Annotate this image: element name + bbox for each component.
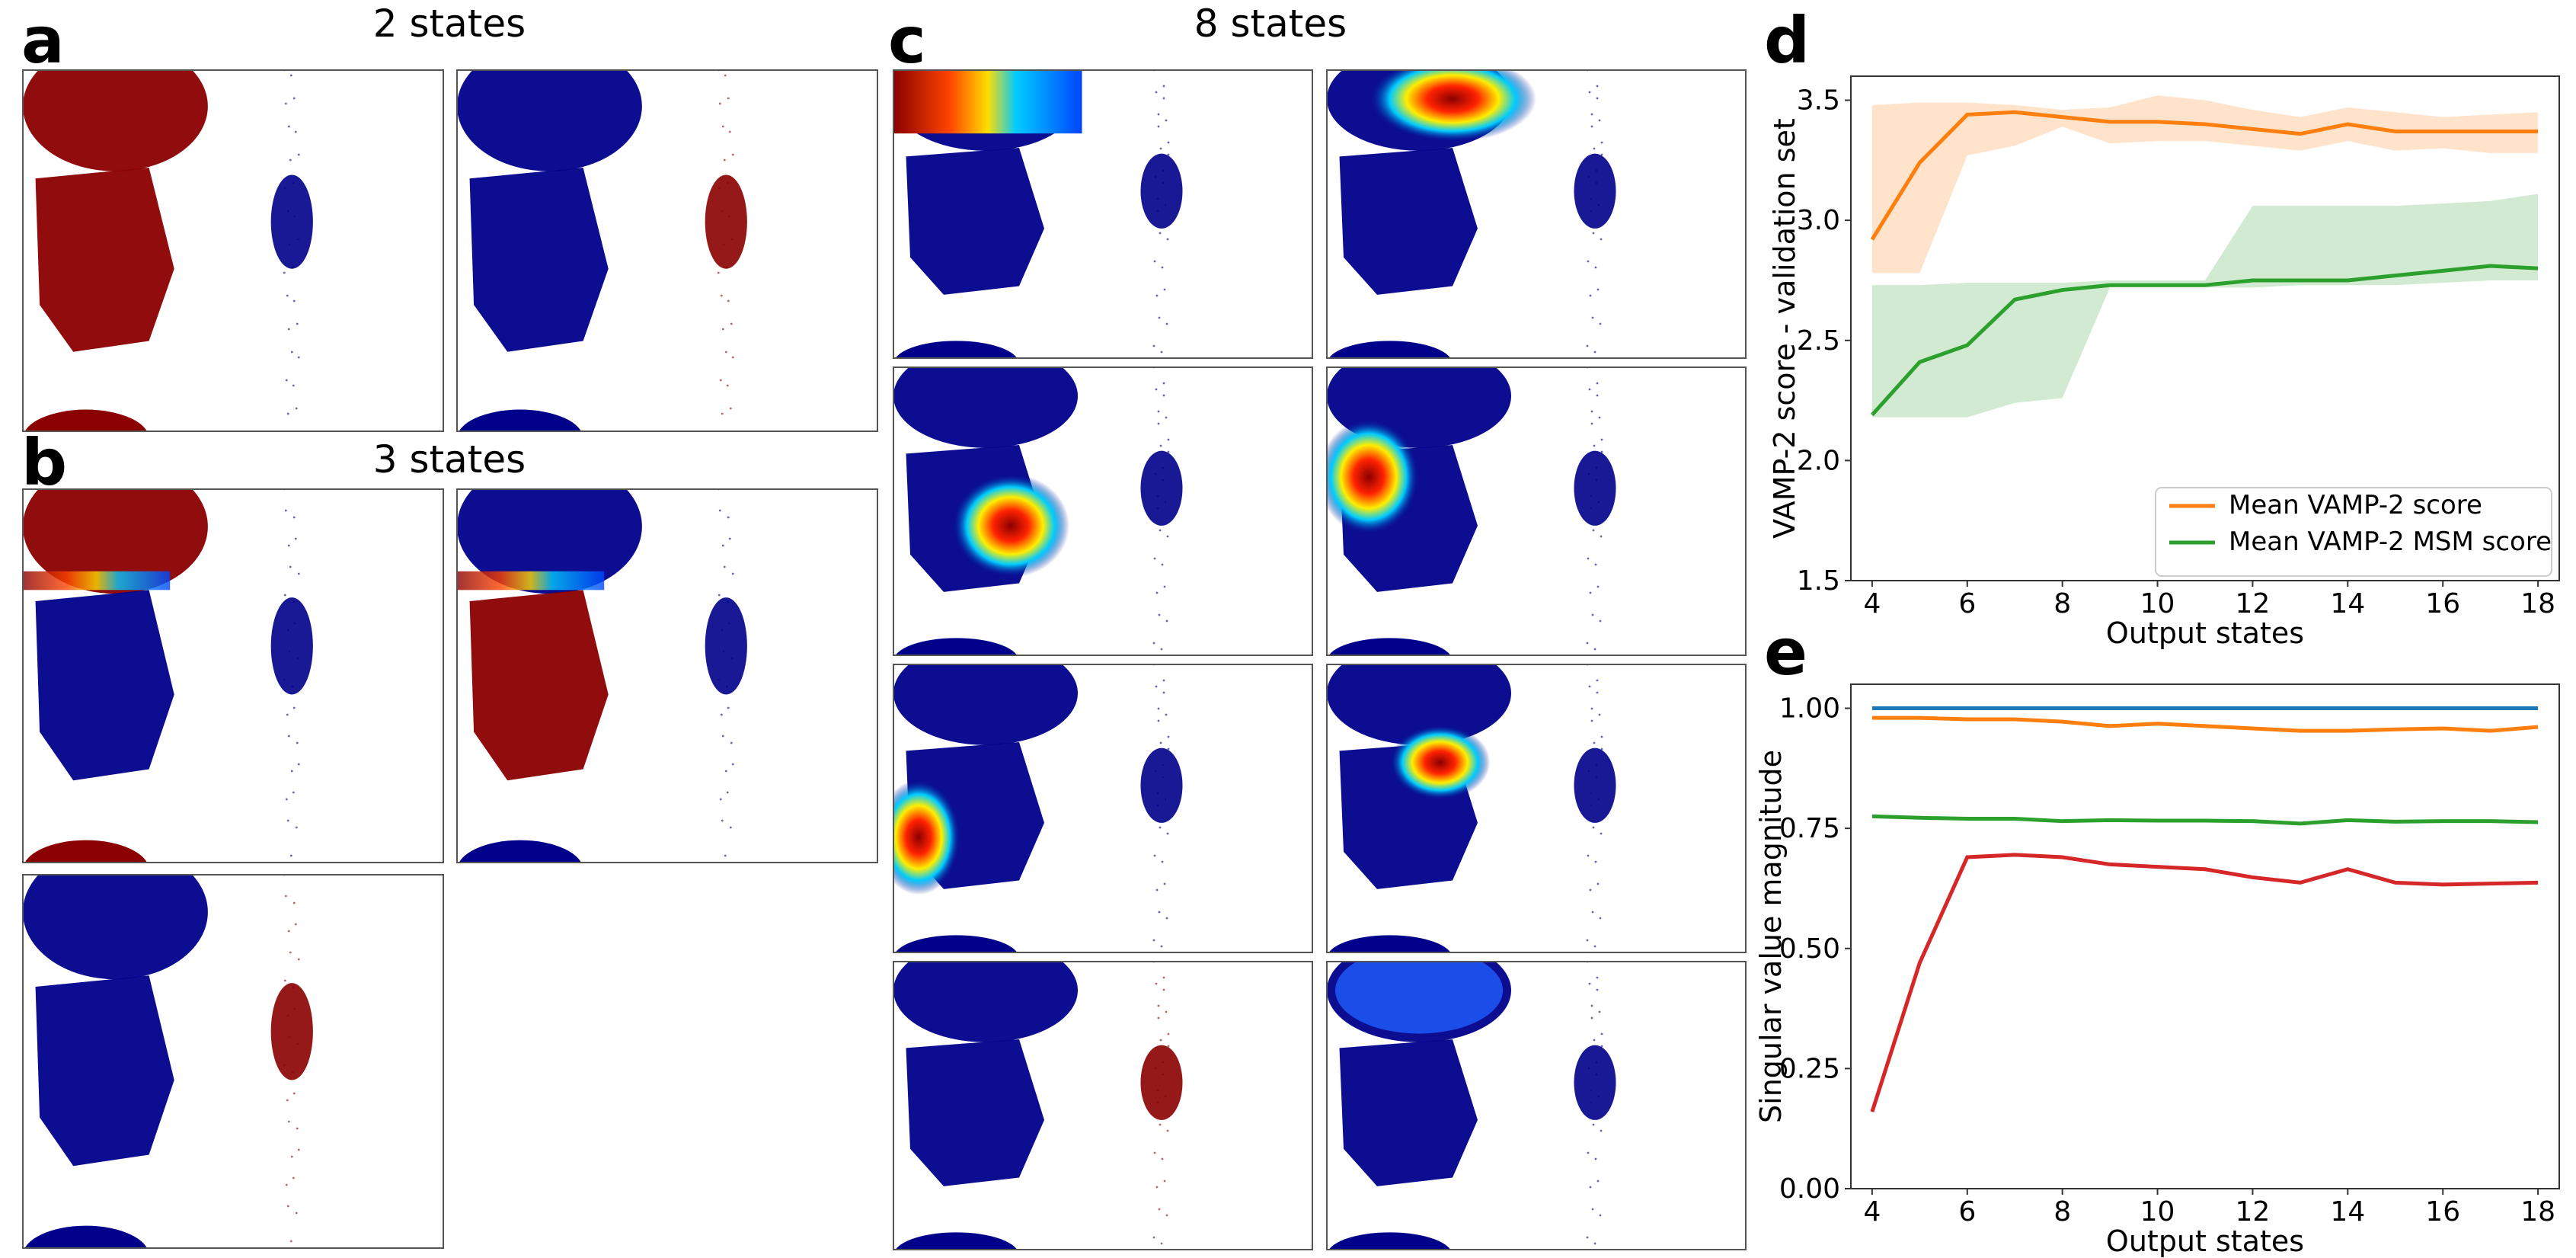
x-axis-label: Output states [2106,1224,2304,1258]
y-tick-label: 0.50 [1779,933,1840,965]
y-tick-label: 0.00 [1779,1173,1840,1205]
line-series-1 [1871,264,2539,417]
scatter-panel-b1 [456,488,878,863]
chart-singular-values: 4 6 8 10 12 14 16 18 0.00 0.25 0.50 0.75 1.00 Output … [1754,683,2560,1258]
panel-letter-d: d [1764,3,1810,78]
plot-frame [1850,75,2560,581]
x-tick-label: 6 [1958,1196,1976,1228]
x-tick-label: 12 [2236,588,2271,619]
x-tick-label: 18 [2520,1196,2555,1228]
x-tick-label: 10 [2140,1196,2175,1228]
title-3-states: 3 states [373,437,526,482]
panel-letter-c: c [888,3,926,78]
line-series-2 [1871,814,2539,826]
legend-entry: Mean VAMP-2 score [2229,490,2482,520]
x-tick-label: 14 [2330,1196,2365,1228]
y-tick-label: 3.0 [1797,205,1840,236]
y-axis-label: Singular value magnitude [1754,750,1788,1123]
scatter-panel-a1 [456,69,878,432]
x-tick-label: 14 [2330,588,2365,619]
y-tick-label: 1.00 [1779,693,1840,725]
panel-letter-e: e [1764,615,1807,690]
y-tick-label: 3.5 [1797,85,1840,117]
scatter-panel-a0 [22,69,444,432]
chart-vamp2-score: 4 6 8 10 12 14 16 18 1.5 2.0 2.5 3.0 3.5 Output state… [1768,75,2560,650]
scatter-panel-b0 [22,488,444,863]
y-tick-label: 0.25 [1779,1053,1840,1084]
scatter-panel-b2 [22,874,444,1249]
y-tick-label: 2.5 [1797,325,1840,357]
y-tick-label: 0.75 [1779,813,1840,844]
scatter-panel-c5 [1326,664,1747,953]
scatter-panel-c3 [1326,367,1747,656]
scatter-panel-c2 [893,367,1313,656]
scatter-panel-c7 [1326,961,1747,1250]
band-series-1 [1871,194,2539,418]
plot-frame [1850,683,2560,1189]
x-axis-label: Output states [2106,616,2304,650]
scatter-panel-c6 [893,961,1313,1250]
panel-letter-a: a [21,3,65,78]
x-tick-label: 8 [2053,588,2071,619]
x-tick-label: 10 [2140,588,2175,619]
y-axis-label: VAMP-2 score - validation set [1768,118,1801,539]
legend-entry: Mean VAMP-2 MSM score [2229,527,2552,557]
x-tick-label: 16 [2425,1196,2460,1228]
title-2-states: 2 states [373,2,526,46]
line-series-0 [1870,110,2539,241]
x-tick-label: 4 [1863,588,1881,619]
line-series-1 [1871,715,2539,733]
scatter-panel-c4 [893,664,1313,953]
title-8-states: 8 states [1194,2,1347,46]
band-series-0 [1871,95,2539,274]
legend [2155,487,2552,577]
x-tick-label: 12 [2236,1196,2271,1228]
line-series-3 [1870,853,2539,1112]
panel-letter-b: b [21,425,67,500]
scatter-panel-c1 [1326,69,1747,359]
y-tick-label: 1.5 [1797,565,1840,597]
x-tick-label: 4 [1863,1196,1881,1228]
scatter-panel-c0 [893,69,1313,359]
scatter-panels [22,69,1747,1250]
y-tick-label: 2.0 [1797,445,1840,476]
x-tick-label: 18 [2520,588,2555,619]
x-tick-label: 6 [1958,588,1976,619]
x-tick-label: 16 [2425,588,2460,619]
x-tick-label: 8 [2053,1196,2071,1228]
